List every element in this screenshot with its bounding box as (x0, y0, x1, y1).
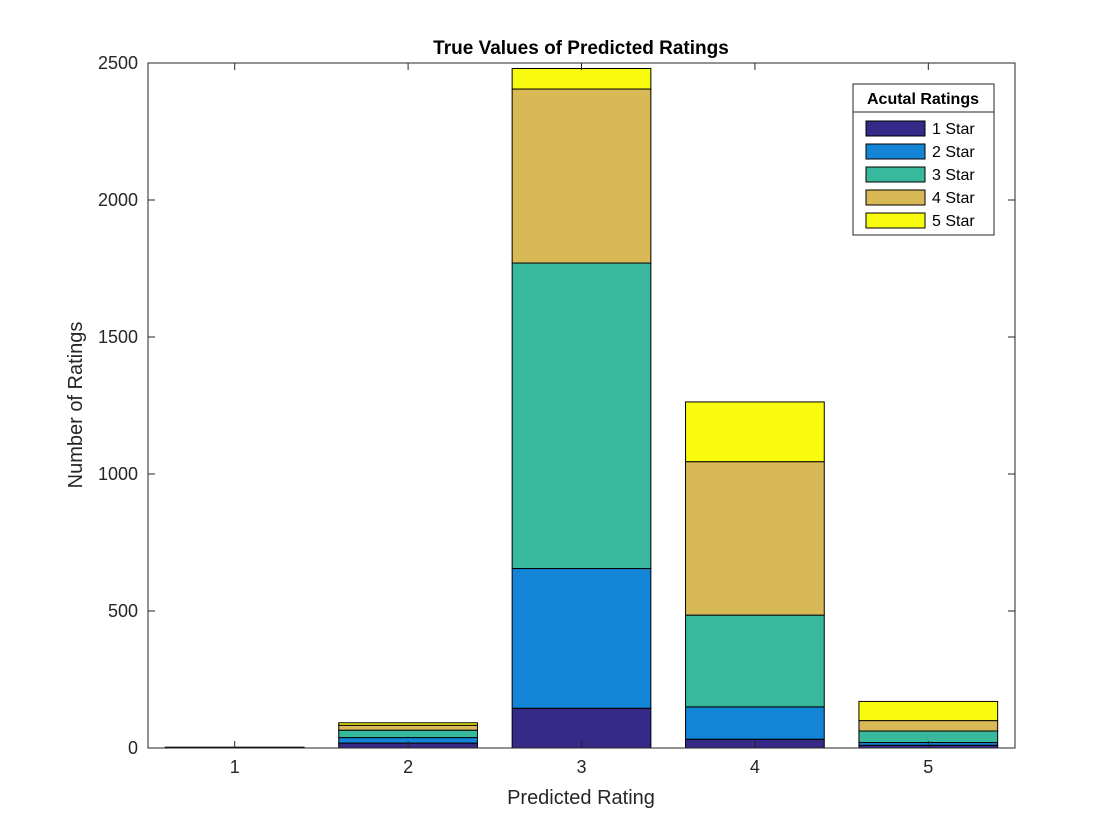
y-tick-label: 1500 (98, 327, 138, 347)
bar-segment-4-series-5 (685, 401, 825, 463)
bar-segment-3-series-3 (511, 262, 652, 570)
legend-label-series-4: 4 Star (932, 190, 975, 207)
x-tick-label: 2 (403, 757, 413, 777)
legend-items: 1 Star 2 Star 3 Star 4 Star 5 Star (865, 120, 975, 230)
y-axis-title: Number of Ratings (65, 322, 87, 489)
chart-title: True Values of Predicted Ratings (433, 38, 729, 59)
legend-swatch-series-5 (865, 212, 926, 229)
legend-swatch-series-1 (865, 120, 926, 137)
bar-segment-5-series-5 (858, 700, 999, 722)
y-tick-label: 2000 (98, 190, 138, 210)
legend: Acutal Ratings 1 Star 2 Star 3 Star 4 Star 5… (852, 83, 995, 236)
x-axis-title: Predicted Rating (507, 787, 655, 809)
x-tick-label: 4 (750, 757, 760, 777)
legend-label-series-3: 3 Star (932, 167, 975, 184)
bar-segment-5-series-3 (858, 730, 999, 744)
ticks-group: 1 2 3 4 5 0 500 1000 1500 2000 2500 (98, 53, 1015, 777)
x-tick-label: 3 (576, 757, 586, 777)
y-tick-label: 0 (128, 738, 138, 758)
bar-segment-4-series-2 (685, 706, 825, 740)
bar-segment-2-series-5 (338, 722, 478, 726)
x-tick-label: 5 (923, 757, 933, 777)
y-tick-label: 500 (108, 601, 138, 621)
bar-segment-2-series-4 (338, 724, 478, 731)
bar-segment-3-series-4 (511, 88, 652, 264)
bar-segment-4-series-3 (685, 614, 825, 708)
bars-group (164, 67, 999, 749)
bar-segment-3-series-2 (511, 568, 652, 709)
y-tick-label: 2500 (98, 53, 138, 73)
bar-segment-4-series-4 (685, 461, 825, 616)
legend-label-series-5: 5 Star (932, 213, 975, 230)
x-tick-label: 1 (230, 757, 240, 777)
bar-segment-2-series-3 (338, 729, 478, 739)
legend-swatch-series-4 (865, 189, 926, 206)
legend-title: Acutal Ratings (867, 91, 979, 108)
bar-segment-3-series-5 (511, 67, 652, 90)
bar-segment-5-series-4 (858, 720, 999, 732)
legend-label-series-1: 1 Star (932, 121, 975, 138)
legend-label-series-2: 2 Star (932, 144, 975, 161)
y-tick-label: 1000 (98, 464, 138, 484)
legend-swatch-series-2 (865, 143, 926, 160)
legend-swatch-series-3 (865, 166, 926, 183)
